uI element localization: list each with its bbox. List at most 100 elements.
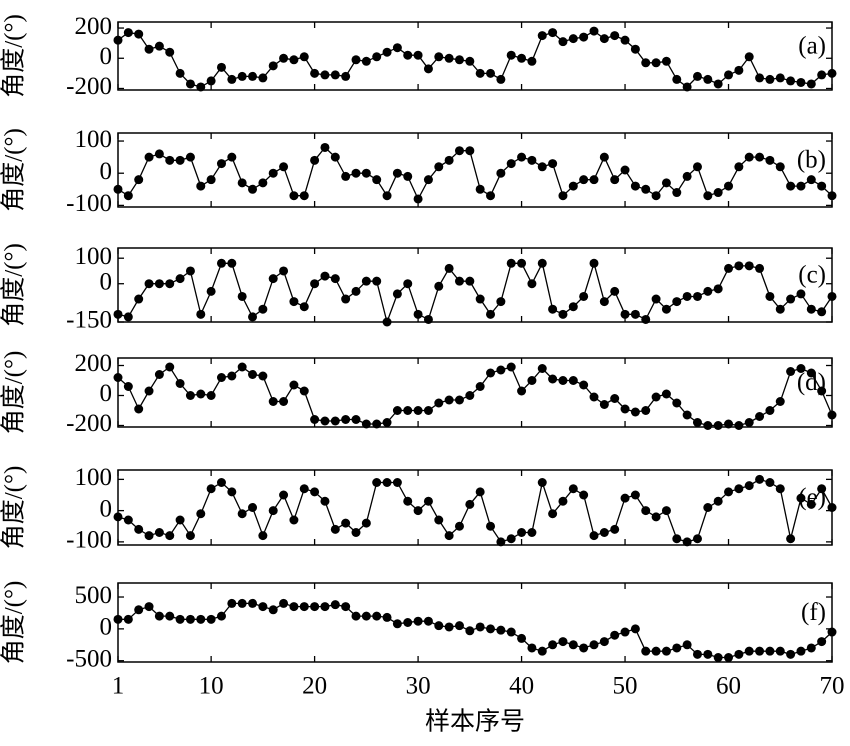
data-point	[341, 602, 351, 612]
data-point	[651, 191, 661, 201]
data-point	[527, 376, 537, 385]
data-point	[599, 637, 609, 647]
data-point	[517, 528, 527, 537]
data-point	[703, 503, 713, 512]
data-point	[123, 382, 133, 391]
data-point	[185, 152, 195, 162]
data-point	[610, 31, 620, 41]
data-point	[134, 294, 144, 304]
data-point	[589, 392, 599, 402]
data-point	[165, 47, 175, 57]
data-point	[320, 142, 330, 152]
data-point	[123, 28, 133, 38]
x-tick-label: 1	[112, 673, 125, 700]
data-point	[817, 181, 827, 191]
panel-label: (a)	[798, 33, 826, 60]
data-point	[579, 380, 589, 390]
data-point	[672, 74, 682, 84]
data-point	[796, 181, 806, 191]
data-point	[703, 286, 713, 296]
data-point	[724, 487, 734, 497]
data-point	[786, 649, 796, 659]
data-point	[548, 28, 558, 38]
data-point	[755, 73, 765, 83]
data-point	[734, 649, 744, 659]
data-point	[682, 537, 692, 547]
data-point	[506, 258, 516, 268]
data-point	[589, 640, 599, 650]
data-point	[796, 364, 806, 373]
data-point	[185, 79, 195, 89]
y-tick-label: 500	[75, 582, 113, 609]
data-point	[806, 304, 816, 314]
data-point	[134, 524, 144, 534]
data-point	[248, 370, 258, 379]
data-point	[558, 496, 568, 506]
data-point	[661, 646, 671, 656]
data-point	[661, 56, 671, 66]
y-tick-label: 100	[75, 464, 113, 491]
data-point	[579, 291, 589, 301]
data-point	[703, 74, 713, 84]
data-point	[216, 258, 226, 268]
data-point	[227, 371, 237, 381]
data-point	[196, 389, 206, 399]
data-point	[123, 191, 133, 201]
data-point	[258, 304, 268, 314]
data-point	[299, 302, 309, 312]
data-point	[692, 534, 702, 544]
data-point	[423, 175, 433, 185]
data-point	[713, 284, 723, 294]
data-point	[299, 386, 309, 396]
data-point	[548, 509, 558, 519]
data-point	[641, 646, 651, 656]
data-point	[268, 506, 278, 516]
data-point	[310, 602, 320, 612]
data-point	[744, 418, 754, 427]
data-point	[496, 297, 506, 307]
data-point	[361, 56, 371, 66]
y-axis-label: 角度/(°)	[0, 466, 28, 550]
data-point	[786, 294, 796, 304]
data-point	[558, 637, 568, 647]
data-point	[641, 314, 651, 324]
data-point	[310, 68, 320, 78]
data-point	[279, 162, 289, 172]
y-axis-label: 角度/(°)	[0, 14, 28, 98]
plot-frame	[117, 582, 833, 663]
data-point	[817, 637, 827, 647]
data-point	[310, 155, 320, 165]
data-point	[216, 373, 226, 382]
data-point	[527, 279, 537, 289]
data-point	[724, 181, 734, 191]
data-point	[403, 496, 413, 506]
data-point	[827, 503, 837, 512]
data-point	[599, 152, 609, 162]
data-point	[123, 312, 133, 322]
panel-label: (c)	[798, 262, 826, 289]
data-point	[672, 398, 682, 408]
data-point	[237, 362, 247, 372]
data-point	[361, 168, 371, 178]
data-point	[796, 646, 806, 656]
data-point	[196, 181, 206, 191]
data-point	[154, 149, 164, 159]
data-point	[134, 175, 144, 185]
data-point	[123, 614, 133, 624]
data-point	[258, 178, 268, 188]
data-point	[113, 373, 123, 382]
data-point	[630, 490, 640, 500]
y-tick-label: 0	[100, 380, 113, 407]
data-point	[341, 171, 351, 181]
data-point	[444, 531, 454, 541]
data-point	[330, 274, 340, 284]
data-point	[568, 640, 578, 650]
data-point	[196, 614, 206, 624]
data-point	[289, 191, 299, 201]
data-point	[361, 518, 371, 528]
data-point	[765, 646, 775, 656]
data-point	[682, 410, 692, 420]
data-point	[486, 521, 496, 531]
data-point	[672, 188, 682, 198]
data-point	[703, 649, 713, 659]
